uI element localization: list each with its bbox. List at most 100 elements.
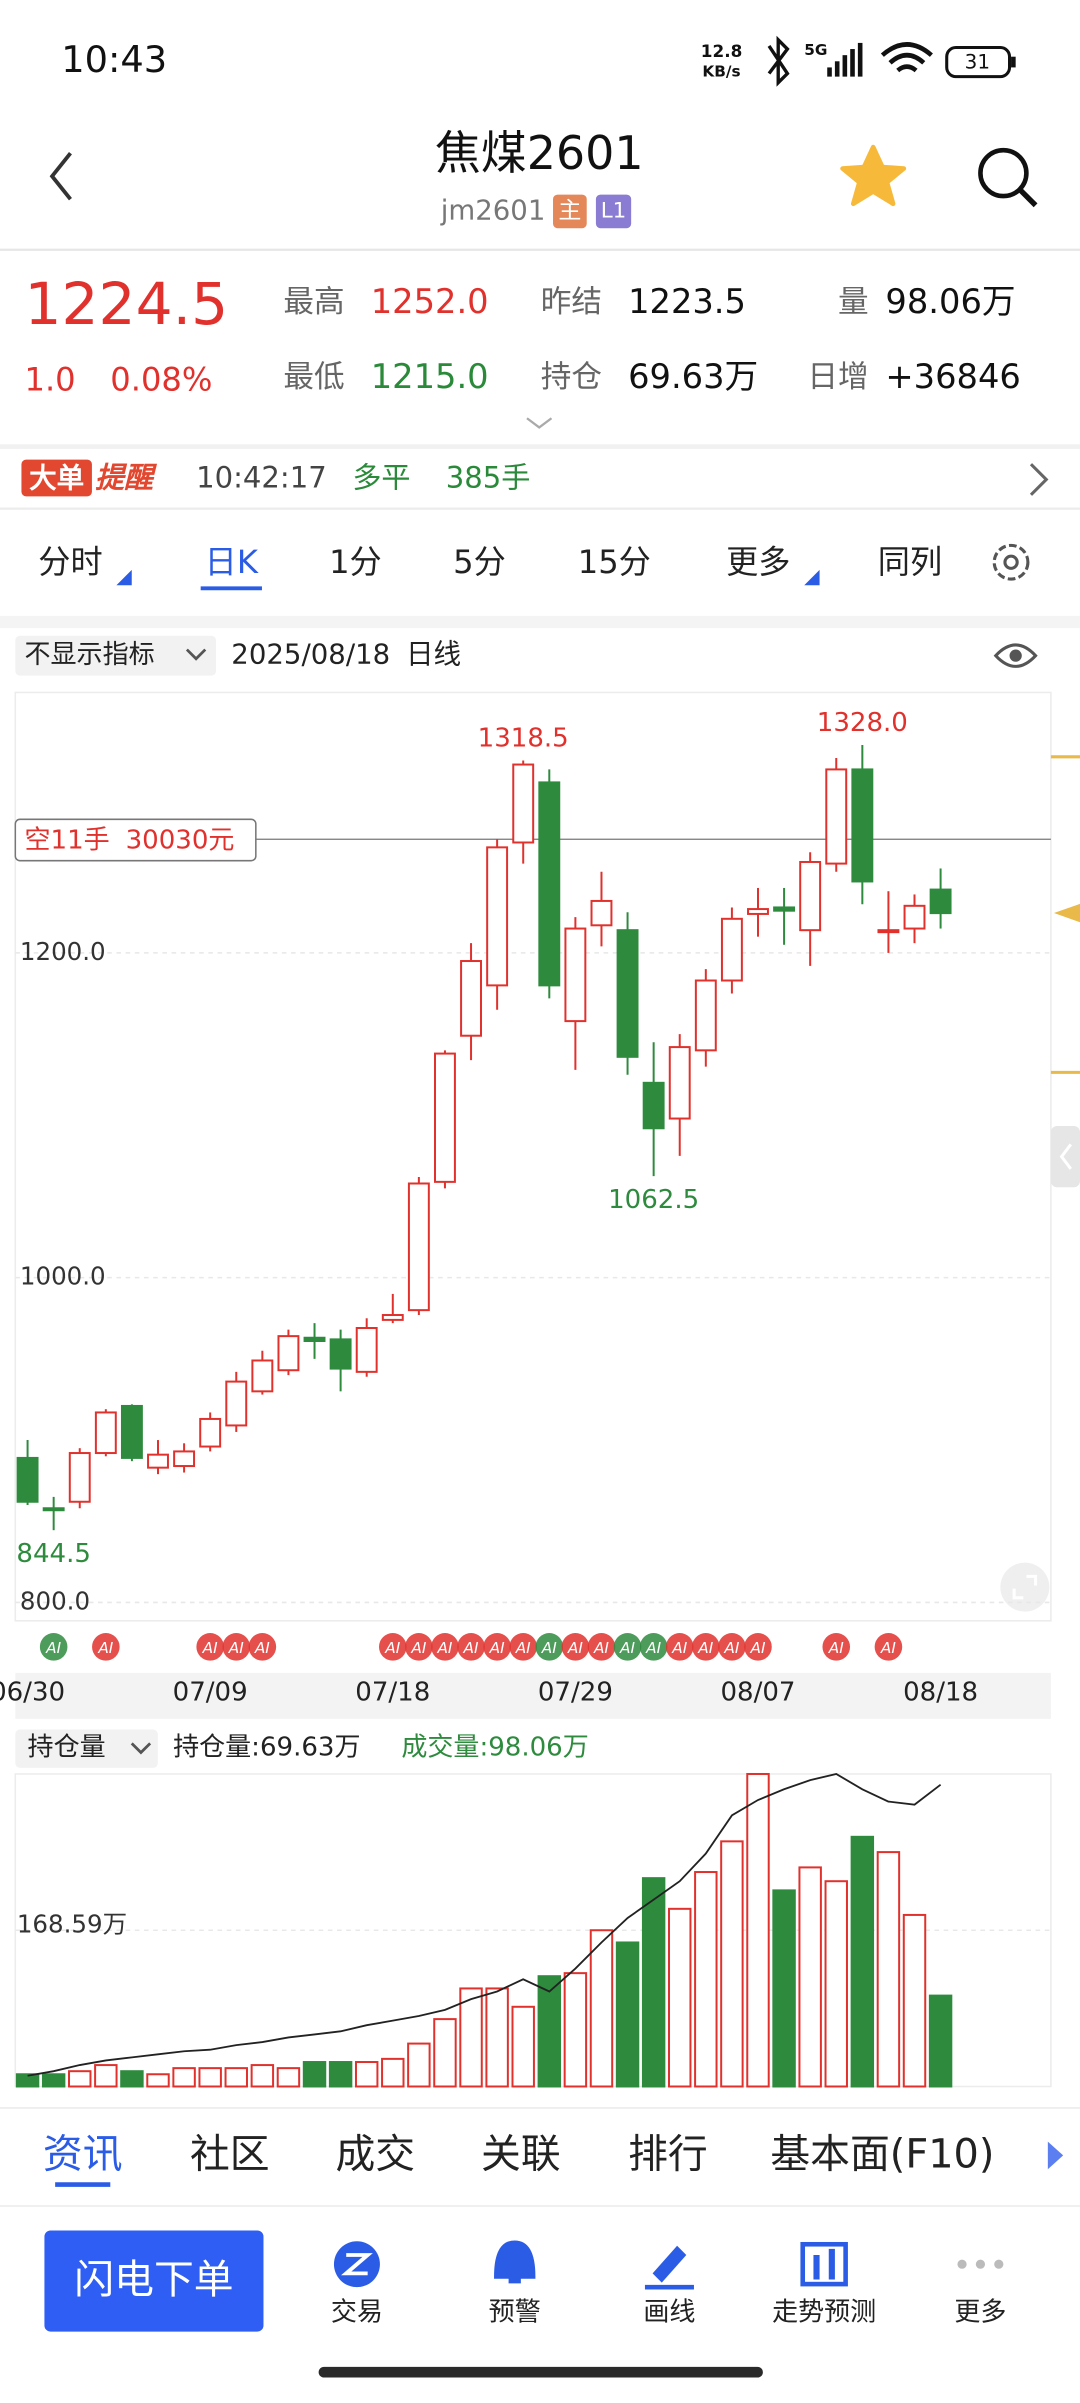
volume-bar: [537, 1975, 562, 2088]
volume-bar: [354, 2061, 379, 2088]
ai-badge[interactable]: AI: [515, 1639, 531, 1657]
candle-body: [147, 1453, 169, 1469]
ai-badge-bg: [405, 1633, 433, 1661]
candle-body: [329, 1338, 352, 1370]
settings-button[interactable]: [992, 543, 1030, 581]
back-button[interactable]: [49, 152, 72, 201]
ai-badge[interactable]: AI: [645, 1639, 661, 1657]
stat-label: 量: [838, 285, 869, 320]
ai-badge-bg: [431, 1633, 459, 1661]
ai-badge-bg: [222, 1633, 251, 1661]
info-tab[interactable]: 关联: [481, 2131, 561, 2177]
candle-body: [642, 1081, 665, 1130]
stat-label: 最低: [283, 360, 344, 395]
info-tab[interactable]: 排行: [628, 2131, 708, 2177]
volume-bar: [772, 1889, 796, 2088]
candle-body: [199, 1417, 222, 1448]
alert-more[interactable]: [1029, 463, 1049, 496]
ai-badge[interactable]: AI: [697, 1639, 713, 1657]
search-button[interactable]: [978, 147, 1029, 199]
ai-badge-bg: [639, 1633, 668, 1661]
dropdown-mark: [116, 569, 132, 586]
volume-bar: [720, 1840, 744, 2088]
expand-quote[interactable]: [526, 417, 553, 429]
volume-bar: [928, 1994, 953, 2088]
volume-bar: [668, 1907, 692, 2088]
stat-label: 日增: [807, 360, 868, 395]
candle-body: [825, 768, 848, 865]
ai-badge[interactable]: AI: [202, 1639, 218, 1657]
candle-body: [251, 1359, 274, 1393]
search-handle: [1018, 188, 1038, 208]
candle-body: [42, 1507, 65, 1512]
ai-badge-bg: [718, 1633, 746, 1661]
chart-date: 2025/08/18: [231, 638, 390, 671]
ai-badge[interactable]: AI: [880, 1639, 896, 1657]
ai-badge[interactable]: AI: [671, 1639, 687, 1657]
tabs-more[interactable]: [1047, 2141, 1064, 2170]
y-tick-label: 800.0: [20, 1586, 90, 1615]
ai-badge-bg: [613, 1633, 642, 1661]
period-tab[interactable]: 1分: [329, 543, 382, 581]
volume-bar: [615, 1941, 640, 2088]
nav-item[interactable]: 更多: [954, 2298, 1006, 2328]
period-tab[interactable]: 15分: [578, 543, 651, 581]
info-tab[interactable]: 基本面(F10): [770, 2131, 994, 2177]
bluetooth-icon: [767, 35, 790, 87]
ai-badge[interactable]: AI: [463, 1639, 479, 1657]
ai-badge[interactable]: AI: [593, 1639, 609, 1657]
period-tab[interactable]: 同列: [878, 543, 942, 581]
ai-badge[interactable]: AI: [489, 1639, 505, 1657]
page-title: 焦煤2601: [435, 126, 644, 180]
info-tab[interactable]: 资讯: [43, 2131, 123, 2177]
ai-badge[interactable]: AI: [749, 1639, 765, 1657]
ai-badge[interactable]: AI: [828, 1639, 844, 1657]
volume-bar: [328, 2061, 353, 2088]
volume-bar: [15, 2073, 40, 2088]
volume-select-label: 持仓量: [28, 1732, 106, 1762]
nav-item[interactable]: 画线: [643, 2298, 695, 2328]
volume-bar: [850, 1835, 875, 2088]
favorite-button[interactable]: [840, 144, 907, 207]
ai-badge[interactable]: AI: [384, 1639, 400, 1657]
nav-item[interactable]: 交易: [331, 2298, 383, 2328]
ai-badge[interactable]: AI: [410, 1639, 426, 1657]
visibility-pupil: [1009, 649, 1022, 662]
settings-core: [1003, 554, 1019, 570]
info-tab[interactable]: 社区: [190, 2131, 270, 2177]
volume-label: 成交量:98.06万: [401, 1732, 588, 1762]
ai-badge[interactable]: AI: [97, 1639, 113, 1657]
side-drawer-handle[interactable]: [1050, 1125, 1080, 1188]
ai-badge[interactable]: AI: [619, 1639, 635, 1657]
info-tab[interactable]: 成交: [335, 2131, 415, 2177]
period-tab[interactable]: 分时: [38, 543, 102, 581]
ai-badge[interactable]: AI: [541, 1639, 557, 1657]
indicator-select[interactable]: [15, 635, 216, 676]
ai-badge[interactable]: AI: [228, 1639, 244, 1657]
trade-icon-mark: [341, 2253, 373, 2276]
ai-badge[interactable]: AI: [254, 1639, 270, 1657]
volume-bar: [381, 2057, 405, 2088]
ai-badge[interactable]: AI: [567, 1639, 583, 1657]
quick-order-button[interactable]: [44, 2230, 264, 2332]
fullscreen-button[interactable]: [1000, 1562, 1050, 1612]
volume-select[interactable]: [15, 1729, 158, 1768]
select-arrow: [130, 1742, 152, 1755]
visibility-button[interactable]: [993, 643, 1038, 668]
ai-badge[interactable]: AI: [723, 1639, 739, 1657]
ai-badge[interactable]: AI: [45, 1639, 61, 1657]
candle-body: [538, 781, 561, 987]
candle-body: [277, 1335, 300, 1372]
candle-body: [303, 1336, 326, 1342]
nav-item[interactable]: 走势预测: [772, 2298, 876, 2328]
ai-badge-bg: [457, 1633, 485, 1661]
candle-body: [68, 1452, 91, 1503]
extreme-label: 1328.0: [817, 708, 908, 738]
period-tab[interactable]: 更多: [726, 543, 790, 581]
candle-body: [564, 927, 587, 1023]
period-tab[interactable]: 5分: [453, 543, 506, 581]
period-tab[interactable]: 日K: [205, 543, 259, 581]
ai-badge[interactable]: AI: [436, 1639, 452, 1657]
nav-item[interactable]: 预警: [489, 2298, 541, 2328]
chart-period: 日线: [406, 638, 461, 671]
